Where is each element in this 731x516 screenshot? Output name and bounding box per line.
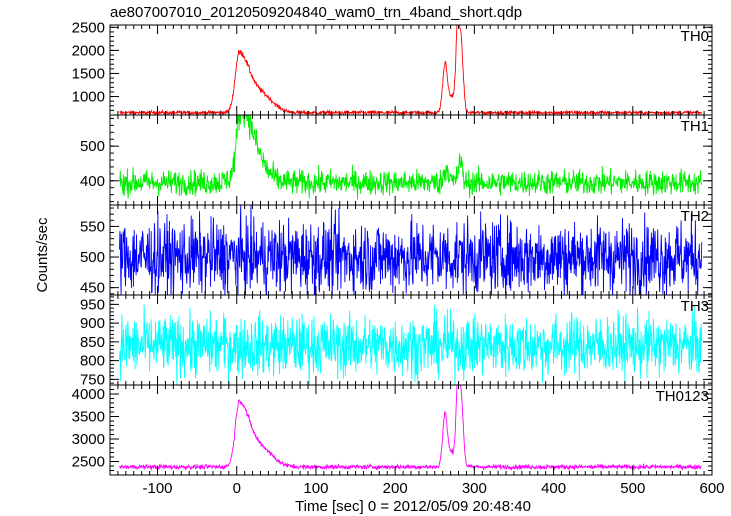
x-tick-label: 300 — [462, 480, 487, 497]
x-tick-label: -100 — [143, 480, 173, 497]
series-line-th1 — [119, 115, 703, 200]
series-line-th0 — [119, 25, 703, 115]
y-tick-label: 4000 — [72, 386, 105, 403]
panels-layer: 1000150020002500TH0400500TH1450500550TH2… — [72, 19, 725, 497]
panel-th0123: 2500 3000 3500 4000 TH0123 — [72, 384, 713, 476]
y-tick-label: 950 — [80, 296, 105, 313]
panel-label-th0: TH0 — [681, 28, 709, 45]
series-line-th3 — [119, 304, 703, 385]
y-tick-label: 500 — [80, 249, 105, 266]
panel-label-th3: TH3 — [681, 298, 709, 315]
panel-th1: 400 500 TH1 — [80, 114, 713, 206]
y-tick-label: 450 — [80, 280, 105, 297]
y-tick-label: 2500 — [72, 19, 105, 36]
x-tick-label: 500 — [620, 480, 645, 497]
x-axis-title: Time [sec] 0 = 2012/05/09 20:48:40 — [295, 498, 531, 515]
y-tick-label: 2000 — [72, 42, 105, 59]
series-line-th0123 — [119, 385, 702, 472]
y-tick-label: 400 — [80, 173, 105, 190]
y-tick-label: 2500 — [72, 454, 105, 471]
panel-label-th1: TH1 — [681, 118, 709, 135]
y-tick-label: 800 — [80, 353, 105, 370]
panel-th0: 1000 1500 2000 2500 TH0 — [72, 19, 713, 116]
y-axis-title: Counts/sec — [34, 217, 51, 293]
x-tick-label: 200 — [383, 480, 408, 497]
panel-label-th0123: TH0123 — [656, 388, 709, 405]
x-tick-label: 0 — [233, 480, 241, 497]
y-tick-label: 550 — [80, 218, 105, 235]
y-tick-label: 500 — [80, 138, 105, 155]
panel-frame — [109, 384, 713, 476]
chart-title: ae807007010_20120509204840_wam0_trn_4ban… — [110, 4, 522, 21]
x-tick-label: 100 — [303, 480, 328, 497]
y-tick-label: 850 — [80, 334, 105, 351]
y-tick-label: 750 — [80, 371, 105, 388]
y-tick-label: 1500 — [72, 65, 105, 82]
x-tick-label: 400 — [541, 480, 566, 497]
series-line-th2 — [119, 205, 703, 295]
panel-frame — [109, 24, 713, 116]
y-tick-label: 3500 — [72, 409, 105, 426]
y-tick-label: 900 — [80, 315, 105, 332]
x-tick-label: 600 — [699, 480, 724, 497]
y-tick-label: 1000 — [72, 89, 105, 106]
panel-label-th2: TH2 — [681, 208, 709, 225]
panel-th2: 450 500 550 TH2 — [80, 204, 713, 297]
y-tick-label: 3000 — [72, 431, 105, 448]
